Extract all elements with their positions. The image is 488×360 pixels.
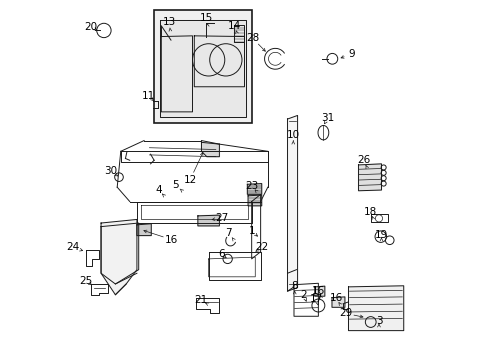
Text: 16: 16 — [328, 293, 342, 303]
Text: 22: 22 — [255, 242, 268, 252]
Text: 1: 1 — [248, 226, 254, 236]
Text: 8: 8 — [291, 281, 297, 291]
Text: 20: 20 — [84, 22, 98, 32]
Text: 12: 12 — [183, 175, 196, 185]
Polygon shape — [348, 286, 403, 330]
Text: 24: 24 — [66, 242, 80, 252]
Text: 11: 11 — [142, 91, 155, 101]
Bar — [154, 10, 251, 123]
Text: 25: 25 — [79, 276, 92, 286]
Polygon shape — [101, 220, 137, 295]
Text: 21: 21 — [194, 296, 207, 306]
Text: 16: 16 — [164, 234, 178, 244]
Text: 31: 31 — [321, 113, 334, 123]
Text: 27: 27 — [215, 213, 228, 223]
Polygon shape — [201, 142, 219, 157]
Text: 17: 17 — [309, 294, 322, 304]
Polygon shape — [331, 297, 344, 307]
Text: 3: 3 — [375, 316, 382, 325]
Polygon shape — [137, 224, 151, 235]
Text: 13: 13 — [162, 17, 176, 27]
Polygon shape — [160, 21, 246, 117]
Text: 30: 30 — [103, 166, 117, 176]
Text: 9: 9 — [348, 49, 355, 59]
Polygon shape — [247, 195, 261, 206]
Polygon shape — [198, 215, 219, 226]
Polygon shape — [247, 184, 261, 194]
Text: 26: 26 — [356, 155, 369, 165]
Text: 15: 15 — [200, 13, 213, 23]
Text: 5: 5 — [172, 180, 179, 190]
Text: 28: 28 — [245, 33, 259, 43]
Text: 4: 4 — [155, 185, 162, 195]
Polygon shape — [314, 286, 324, 296]
Text: 19: 19 — [374, 230, 387, 239]
Text: 10: 10 — [286, 130, 299, 140]
Text: 7: 7 — [225, 228, 232, 238]
Text: 23: 23 — [244, 181, 258, 192]
Polygon shape — [358, 164, 381, 191]
Text: 29: 29 — [338, 309, 351, 318]
Text: 16: 16 — [311, 286, 325, 296]
Polygon shape — [287, 116, 297, 291]
Text: 14: 14 — [227, 21, 241, 31]
Text: 6: 6 — [218, 249, 224, 259]
Text: 18: 18 — [364, 207, 377, 217]
Text: 2: 2 — [300, 290, 306, 300]
